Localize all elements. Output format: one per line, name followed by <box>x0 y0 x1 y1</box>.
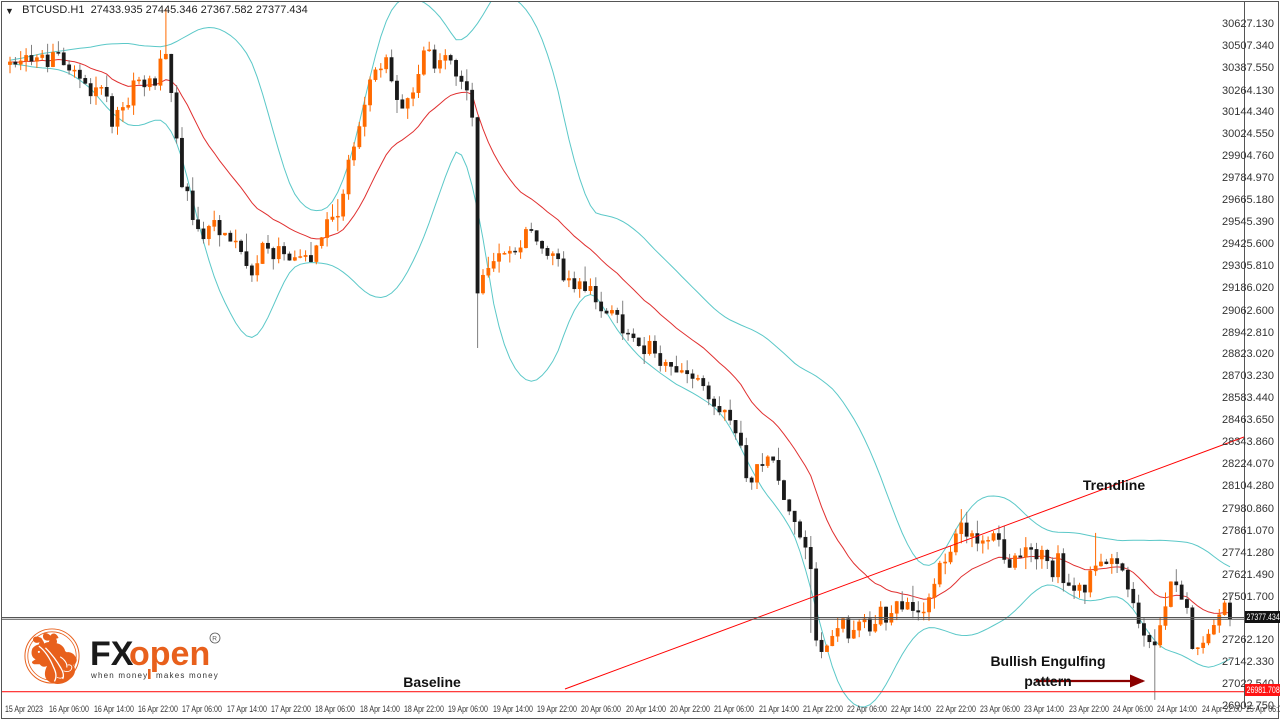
svg-text:when money: when money <box>90 671 148 680</box>
svg-text:makes money: makes money <box>156 671 219 680</box>
svg-text:open: open <box>129 635 210 673</box>
svg-text:FX: FX <box>90 635 134 673</box>
svg-text:R: R <box>212 636 217 643</box>
